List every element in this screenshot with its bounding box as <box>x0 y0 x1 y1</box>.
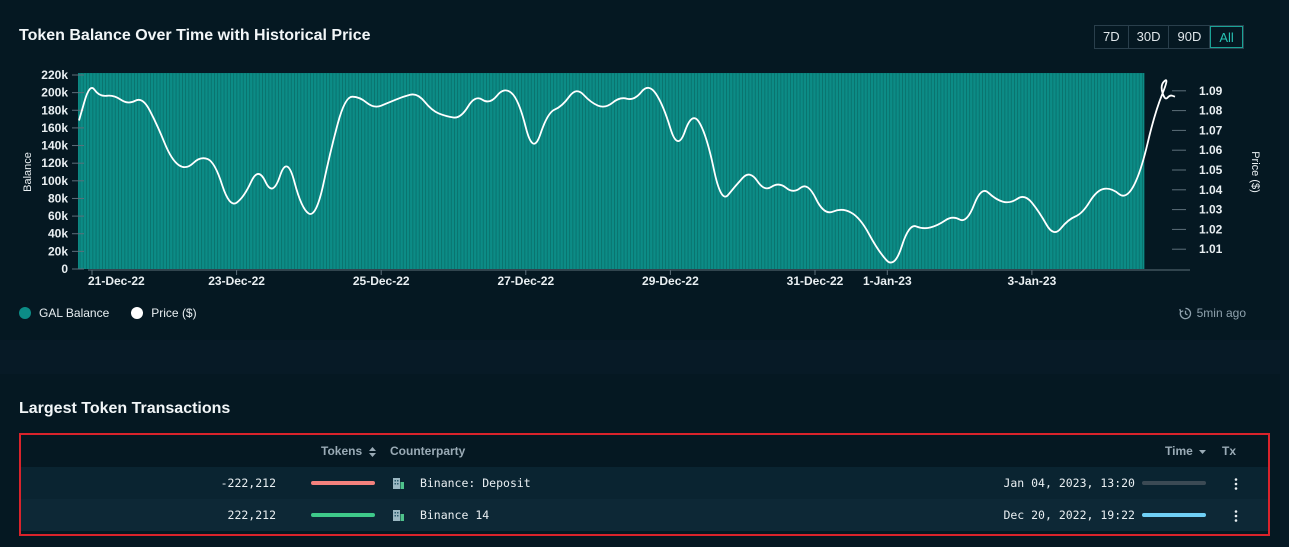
column-tokens-label: Tokens <box>321 444 363 458</box>
x-tick-label: 21-Dec-22 <box>88 274 145 288</box>
price-line <box>78 79 1176 264</box>
column-header-time[interactable]: Time <box>1165 435 1207 467</box>
table-header: Tokens Counterparty Time Tx <box>21 435 1268 467</box>
x-tick-label: 1-Jan-23 <box>863 274 912 288</box>
transactions-title: Largest Token Transactions <box>19 400 231 417</box>
y-right-tick-label: 1.07 <box>1199 123 1223 137</box>
y-right-tick-label: 1.04 <box>1199 183 1223 197</box>
x-tick-label: 23-Dec-22 <box>208 274 265 288</box>
last-updated: 5min ago <box>1178 306 1246 320</box>
balance-chart-card: Token Balance Over Time with Historical … <box>19 25 1261 320</box>
last-updated-text: 5min ago <box>1196 306 1246 320</box>
legend-item-balance[interactable]: GAL Balance <box>19 306 109 320</box>
y-tick-label: 100k <box>41 174 68 188</box>
row-menu-button[interactable] <box>1234 467 1238 499</box>
counterparty-name: Binance 14 <box>419 508 490 522</box>
counterparty-name: Binance: Deposit <box>419 476 531 490</box>
y-tick-label: 140k <box>41 139 68 153</box>
legend-item-price[interactable]: Price ($) <box>131 306 197 320</box>
y-tick-label: 80k <box>48 191 68 205</box>
legend-dot-price <box>131 307 144 319</box>
x-tick-label: 31-Dec-22 <box>787 274 844 288</box>
range-90d-button[interactable]: 90D <box>1169 26 1211 48</box>
table-row[interactable]: -222,212 Binance: Deposit Jan 04, 2023, … <box>21 467 1268 499</box>
y-right-tick-label: 1.08 <box>1199 104 1223 118</box>
exchange-building-icon <box>393 478 404 489</box>
sort-updown-icon <box>369 446 377 457</box>
y-tick-label: 200k <box>41 86 68 100</box>
time-value: Dec 20, 2022, 19:22 <box>1003 508 1135 522</box>
time-value: Jan 04, 2023, 13:20 <box>1003 476 1135 490</box>
legend-label-price: Price ($) <box>151 306 197 320</box>
y-tick-label: 160k <box>41 121 68 135</box>
x-tick-label: 3-Jan-23 <box>1008 274 1057 288</box>
y-right-tick-label: 1.02 <box>1199 222 1223 236</box>
more-vertical-icon <box>1234 477 1238 490</box>
y-right-tick-label: 1.05 <box>1199 163 1223 177</box>
y-right-tick-label: 1.01 <box>1199 242 1223 256</box>
range-selector: 7D 30D 90D All <box>1094 25 1244 49</box>
range-all-button[interactable]: All <box>1210 26 1243 48</box>
exchange-building-icon <box>393 510 404 521</box>
y-right-tick-label: 1.09 <box>1199 84 1223 98</box>
column-time-label: Time <box>1165 444 1193 458</box>
column-header-counterparty[interactable]: Counterparty <box>390 444 466 458</box>
time-bar <box>1142 481 1206 485</box>
tokens-value: -222,212 <box>220 476 276 490</box>
transactions-card: Largest Token Transactions Tokens Counte… <box>0 374 1280 547</box>
table-row[interactable]: 222,212 Binance 14 Dec 20, 2022, 19:22 <box>21 499 1268 531</box>
y-right-tick-label: 1.06 <box>1199 143 1223 157</box>
time-bar <box>1142 513 1206 517</box>
column-header-tx: Tx <box>1222 444 1237 458</box>
x-tick-label: 27-Dec-22 <box>497 274 554 288</box>
column-header-tokens[interactable]: Tokens <box>321 435 377 467</box>
transactions-table: Tokens Counterparty Time Tx -222,212 <box>19 433 1270 536</box>
row-menu-button[interactable] <box>1234 499 1238 531</box>
y-right-tick-label: 1.03 <box>1199 203 1223 217</box>
y-tick-label: 60k <box>48 209 68 223</box>
tokens-value: 222,212 <box>227 508 276 522</box>
y-tick-label: 120k <box>41 156 68 170</box>
y-tick-label: 0 <box>61 262 68 276</box>
refresh-clock-icon <box>1178 307 1191 319</box>
chart-title: Token Balance Over Time with Historical … <box>19 27 371 44</box>
range-30d-button[interactable]: 30D <box>1129 26 1170 48</box>
y-right-axis-title: Price ($) <box>1249 151 1261 193</box>
range-7d-button[interactable]: 7D <box>1095 26 1129 48</box>
legend-dot-balance <box>19 307 31 319</box>
counterparty-cell[interactable]: Binance: Deposit <box>392 467 531 499</box>
y-tick-label: 220k <box>41 68 68 82</box>
counterparty-cell[interactable]: Binance 14 <box>392 499 489 531</box>
chart-legend: GAL Balance Price ($) <box>19 306 219 320</box>
y-tick-label: 40k <box>48 227 68 241</box>
caret-down-icon <box>1199 449 1207 454</box>
balance-price-chart: 0 20k 40k 60k 80k 100k 120k 140k 160k 180k 200k 220… <box>22 68 1261 288</box>
x-tick-label: 25-Dec-22 <box>353 274 410 288</box>
tokens-bar-outflow <box>311 481 375 485</box>
more-vertical-icon <box>1234 509 1238 522</box>
y-tick-label: 20k <box>48 244 68 258</box>
y-axis-title: Balance <box>22 152 34 192</box>
x-tick-label: 29-Dec-22 <box>642 274 699 288</box>
legend-label-balance: GAL Balance <box>39 306 110 320</box>
tokens-bar-inflow <box>311 513 375 517</box>
y-tick-label: 180k <box>41 103 68 117</box>
